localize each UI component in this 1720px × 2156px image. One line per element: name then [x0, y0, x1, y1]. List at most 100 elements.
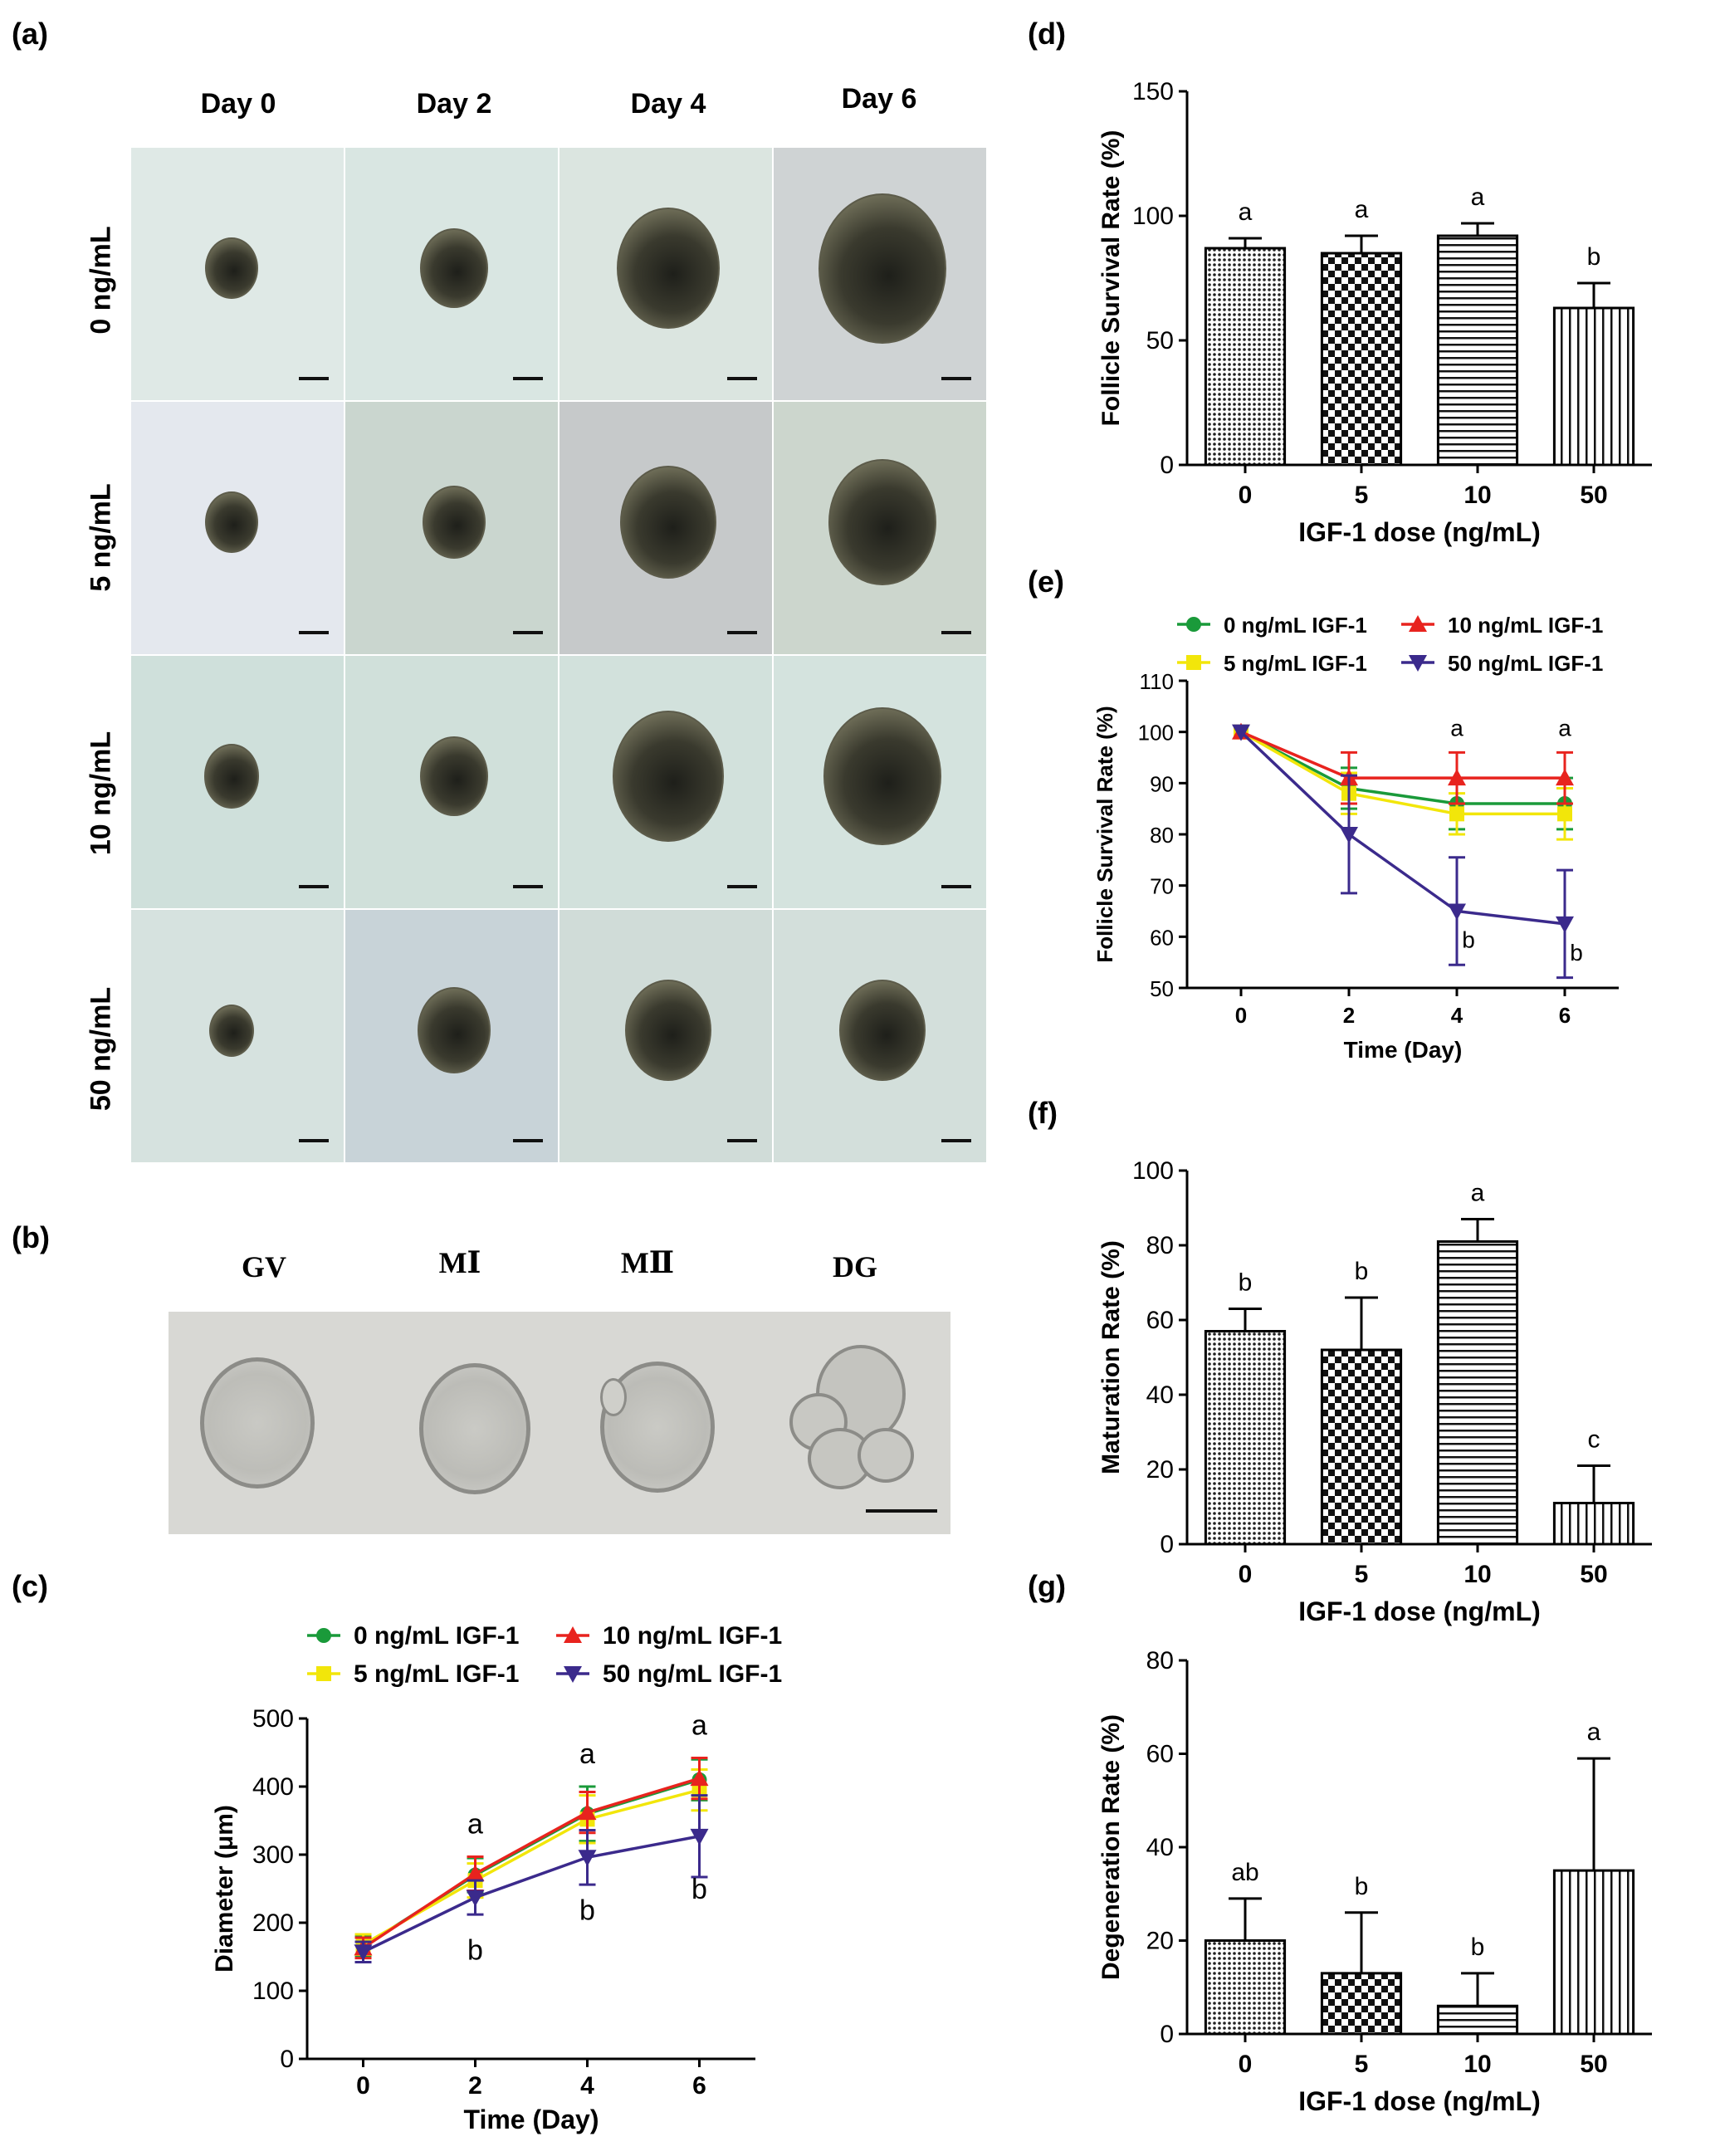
x-tick-label: 10 [1463, 482, 1491, 509]
panel-label-d: (d) [1028, 17, 1066, 51]
scale-bar [727, 631, 757, 634]
significance-letter: a [1587, 1718, 1601, 1746]
x-tick-label: 2 [1343, 1003, 1355, 1028]
y-tick-label: 50 [1150, 976, 1174, 1001]
significance-letter: b [1239, 1269, 1253, 1297]
x-tick-label: 0 [1239, 1561, 1253, 1588]
significance-letter: a [1558, 715, 1571, 741]
legend-label: 0 ng/mL IGF-1 [354, 1622, 519, 1650]
x-tick-label: 2 [468, 2072, 482, 2100]
significance-letter: a [691, 1710, 707, 1742]
significance-letter: b [1587, 243, 1601, 271]
scale-bar [941, 885, 971, 888]
micrograph-cell [345, 656, 558, 908]
stage-label-dg: DG [833, 1250, 877, 1283]
y-tick-label: 60 [1150, 925, 1174, 950]
significance-letter: a [1239, 198, 1253, 226]
bar [1320, 1348, 1403, 1546]
bar [1436, 234, 1519, 467]
y-tick-label: 500 [252, 1705, 294, 1733]
y-tick-label: 80 [1146, 1232, 1174, 1259]
data-point [1449, 806, 1464, 822]
micrograph-cell [345, 910, 558, 1162]
day-header-2: Day 2 [416, 88, 492, 120]
chart-f-maturation-bar: 0 20 40 60 80 100 b 0 b 5 a 10 c 50 IGF-1 dose (ng/mL)… [1097, 1157, 1652, 1626]
follicle [625, 980, 711, 1081]
data-point [690, 1828, 709, 1846]
significance-letter: b [691, 1874, 707, 1905]
x-tick-label: 50 [1580, 1561, 1607, 1588]
y-axis-label: Diameter (μm) [211, 1805, 238, 1973]
x-tick-label: 5 [1355, 482, 1369, 509]
data-point [1232, 724, 1250, 741]
oocyte-dg-fragment-3 [858, 1428, 914, 1483]
micrograph-cell [559, 148, 772, 400]
bar [1204, 1939, 1287, 2036]
y-tick-label: 20 [1146, 1928, 1174, 1955]
y-tick-label: 50 [1146, 327, 1174, 354]
data-point [1186, 655, 1201, 670]
micrograph-cell [131, 148, 344, 400]
micrograph-cell [774, 148, 986, 400]
follicle [204, 744, 259, 809]
oocyte-m2-polar-body [600, 1378, 627, 1416]
legend-label: 50 ng/mL IGF-1 [603, 1660, 782, 1688]
significance-letter: b [467, 1935, 483, 1967]
significance-letter: b [1462, 927, 1475, 953]
y-axis-label: Follicle Survival Rate (%) [1097, 130, 1125, 427]
panel-label-g: (g) [1028, 1569, 1066, 1603]
scale-bar [941, 377, 971, 380]
bar [1552, 1502, 1635, 1546]
significance-letter: a [579, 1738, 595, 1770]
stage-label-m2: MⅡ [620, 1246, 675, 1279]
panel-label-c: (c) [12, 1569, 48, 1603]
y-tick-label: 150 [1132, 78, 1174, 105]
x-axis-label: IGF-1 dose (ng/mL) [1298, 2086, 1541, 2116]
y-tick-label: 80 [1150, 823, 1174, 848]
x-tick-label: 50 [1580, 482, 1607, 509]
data-point [1409, 615, 1427, 632]
significance-letter: ab [1231, 1859, 1258, 1886]
legend-label: 5 ng/mL IGF-1 [1224, 651, 1367, 676]
day-header-0: Day 0 [200, 88, 276, 120]
y-tick-label: 70 [1150, 874, 1174, 899]
data-point [316, 1628, 331, 1643]
panel-label-b: (b) [12, 1220, 50, 1254]
data-point [1340, 827, 1358, 843]
micrograph-cell [131, 910, 344, 1162]
series-line [362, 1788, 700, 1946]
y-tick-label: 0 [1160, 452, 1174, 479]
x-tick-label: 4 [580, 2072, 594, 2100]
micrograph-cell [774, 402, 986, 654]
data-point [1557, 806, 1572, 822]
follicle [209, 1004, 254, 1057]
bar [1436, 1240, 1519, 1546]
legend-label: 5 ng/mL IGF-1 [354, 1660, 519, 1688]
scale-bar [513, 377, 543, 380]
chart-e-survival-line: 50 60 70 80 90 100 110 0 2 4 6 0 ng/mL IGF-1 10 ng/m… [1092, 613, 1619, 1063]
x-axis-label: IGF-1 dose (ng/mL) [1298, 517, 1541, 547]
stage-label-gv: GV [242, 1250, 286, 1283]
x-tick-label: 5 [1355, 2051, 1369, 2078]
x-tick-label: 0 [356, 2072, 370, 2100]
x-tick-label: 0 [1239, 482, 1253, 509]
bar [1436, 2004, 1519, 2036]
significance-letter: c [1588, 1426, 1600, 1454]
scale-bar [727, 885, 757, 888]
follicle [420, 736, 488, 816]
data-point [354, 1944, 373, 1962]
follicle [839, 980, 926, 1081]
chart-d-survival-bar: 0 50 100 150 a 0 a 5 a 10 b 50 IGF-1 dose (ng/mL) Fol… [1097, 78, 1652, 547]
micrograph-cell [774, 910, 986, 1162]
x-tick-label: 0 [1235, 1003, 1247, 1028]
y-tick-label: 100 [1138, 721, 1174, 746]
y-axis-label: Degeneration Rate (%) [1097, 1714, 1125, 1980]
micrograph-cell [774, 656, 986, 908]
data-point [1186, 617, 1201, 632]
series-line [362, 1835, 700, 1953]
significance-letter: a [1471, 1180, 1485, 1207]
significance-letter: b [1355, 1873, 1369, 1900]
x-tick-label: 6 [1559, 1003, 1571, 1028]
follicle [613, 711, 724, 842]
y-tick-label: 0 [1160, 1531, 1174, 1558]
